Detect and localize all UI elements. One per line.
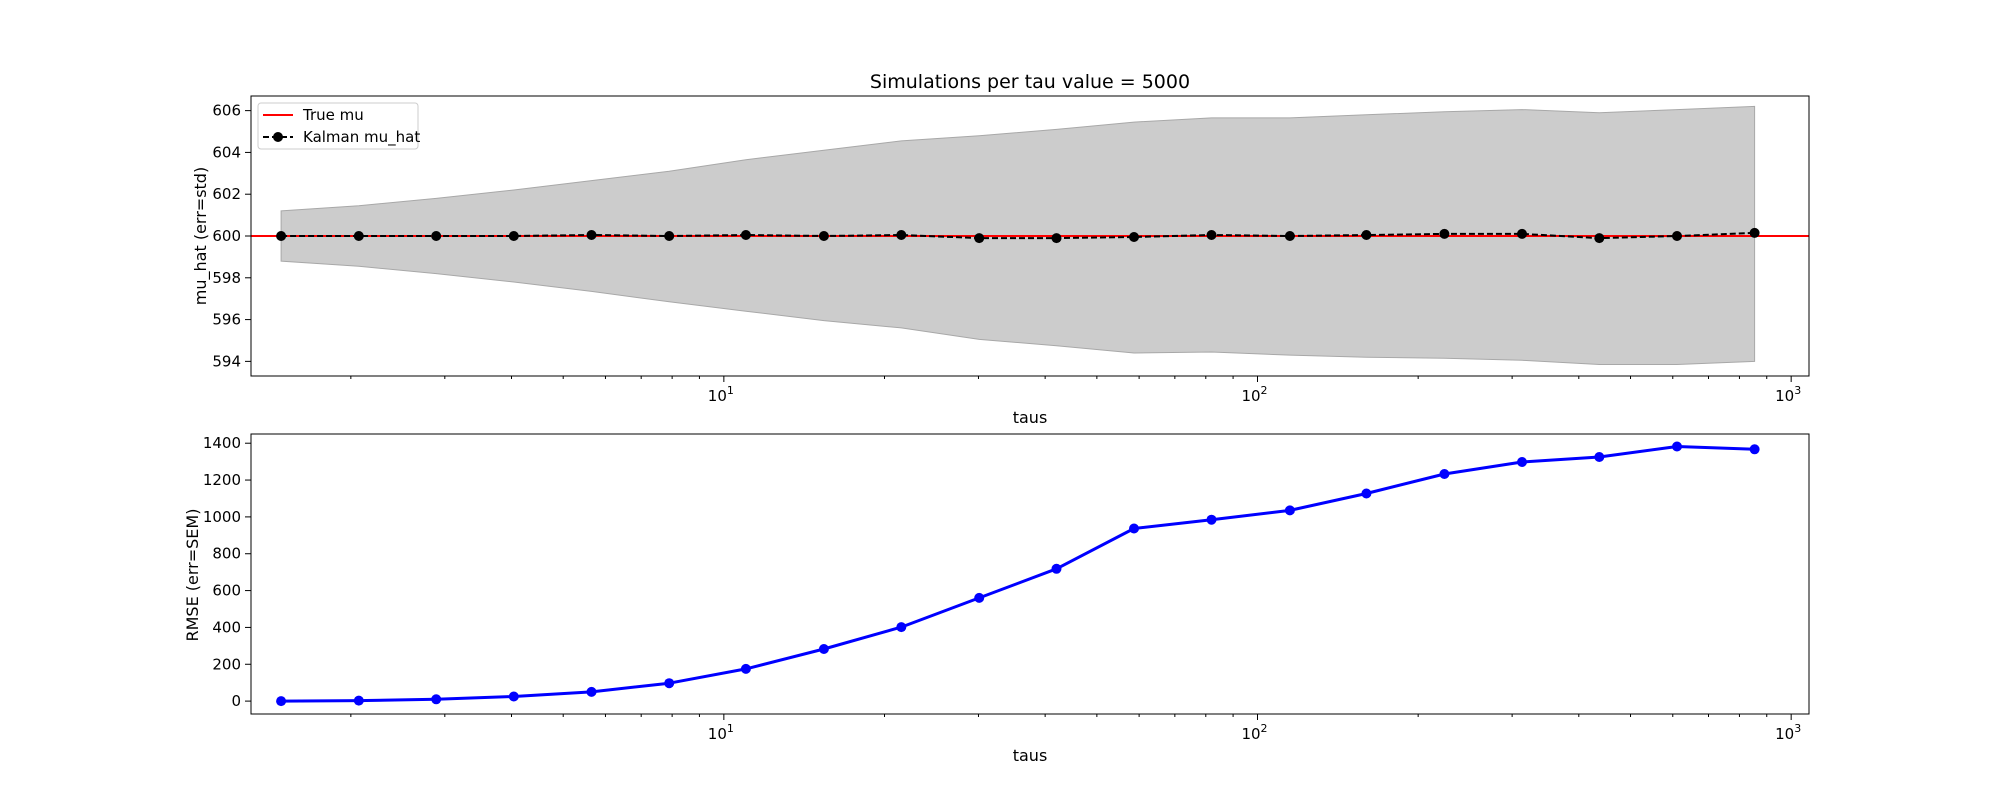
kalman-mu-hat-point [1284, 231, 1295, 241]
rmse-point [431, 694, 442, 705]
x-tick-label: 103 [1775, 722, 1801, 743]
rmse-point [740, 663, 751, 674]
rmse-point [818, 644, 829, 654]
mu-hat-chart: Simulations per tau value = 5000 101 102 1… [191, 71, 1810, 427]
y-tick-label: 200 [212, 655, 241, 673]
x-tick-label: 102 [1241, 384, 1267, 405]
x-axis-label: taus [1013, 408, 1048, 427]
legend-true-mu-label: True mu [302, 106, 364, 124]
kalman-mu-hat-point [586, 230, 597, 240]
rmse-point [1051, 563, 1062, 574]
kalman-mu-hat-point [1672, 231, 1682, 241]
y-axis: 0 200 400 600 800 1000 1200 1400 [203, 434, 251, 710]
rmse-point [1517, 457, 1527, 467]
y-axis: 594 596 598 600 602 604 606 [212, 102, 251, 370]
rmse-point [276, 696, 287, 707]
kalman-mu-hat-point [1517, 228, 1527, 239]
rmse-point [1284, 505, 1295, 516]
rmse-point [974, 592, 985, 603]
plot-frame [250, 433, 1810, 715]
x-axis-label: taus [1013, 746, 1048, 765]
kalman-mu-hat-point [353, 231, 364, 241]
x-axis: 101 102 103 [350, 376, 1801, 405]
y-tick-label: 602 [212, 185, 241, 203]
kalman-mu-hat-point [1361, 230, 1372, 240]
rmse-point [896, 622, 907, 633]
rmse-point [1439, 469, 1450, 479]
y-tick-label: 604 [212, 143, 241, 161]
kalman-mu-hat-point [1749, 227, 1760, 238]
kalman-mu-hat-point [1129, 232, 1139, 242]
y-tick-label: 606 [212, 102, 241, 120]
y-tick-label: 596 [212, 311, 241, 329]
x-tick-label: 102 [1241, 722, 1267, 743]
rmse-point [508, 691, 519, 702]
rmse-point [1206, 514, 1217, 525]
x-tick-label: 103 [1775, 384, 1801, 405]
y-tick-label: 598 [212, 269, 241, 287]
kalman-mu-hat-point [1051, 233, 1062, 244]
legend-kalman-label: Kalman mu_hat [303, 128, 420, 147]
rmse-chart: 101 102 103 0 200 400 600 800 1000 1200 1400 taus… [183, 433, 1810, 765]
rmse-point [664, 678, 675, 689]
rmse-point [586, 686, 597, 697]
plot-area [276, 441, 1760, 707]
x-tick-label: 101 [708, 384, 734, 405]
rmse-point [1129, 523, 1139, 534]
kalman-mu-hat-point [1594, 233, 1605, 244]
kalman-mu-hat-line [281, 231, 1755, 240]
rmse-line [281, 445, 1755, 703]
rmse-point [353, 695, 364, 706]
rmse-point [1749, 444, 1760, 455]
y-tick-label: 600 [212, 227, 241, 245]
rmse-point [1594, 452, 1605, 462]
x-tick-label: 101 [708, 722, 734, 743]
y-tick-label: 800 [212, 545, 241, 563]
kalman-mu-hat-point [276, 231, 287, 241]
x-axis: 101 102 103 [350, 714, 1801, 743]
legend-box [257, 102, 419, 150]
kalman-mu-hat-point [740, 230, 751, 240]
chart-title: Simulations per tau value = 5000 [870, 71, 1190, 93]
y-tick-label: 1000 [203, 508, 241, 526]
kalman-mu-hat-point [1439, 228, 1450, 239]
y-tick-label: 594 [212, 352, 241, 370]
y-axis-label: mu_hat (err=std) [191, 167, 211, 305]
y-axis-label: RMSE (err=SEM) [183, 509, 202, 642]
legend-kalman-marker [273, 132, 283, 142]
kalman-mu-hat-point [818, 231, 829, 241]
y-tick-label: 0 [231, 692, 241, 710]
y-tick-label: 400 [212, 618, 241, 636]
kalman-mu-hat-point [896, 230, 907, 240]
kalman-mu-hat-point [664, 231, 675, 241]
plot-area [251, 105, 1809, 365]
rmse-point [1361, 488, 1372, 499]
kalman-mu-hat-point [508, 231, 519, 241]
y-tick-label: 600 [212, 582, 241, 600]
y-tick-label: 1400 [203, 434, 241, 452]
y-tick-label: 1200 [203, 471, 241, 489]
kalman-mu-hat-point [431, 231, 442, 241]
kalman-mu-hat-point [974, 233, 985, 244]
legend: True mu Kalman mu_hat [257, 102, 420, 150]
kalman-mu-hat-point [1206, 230, 1217, 240]
rmse-point [1672, 441, 1682, 452]
